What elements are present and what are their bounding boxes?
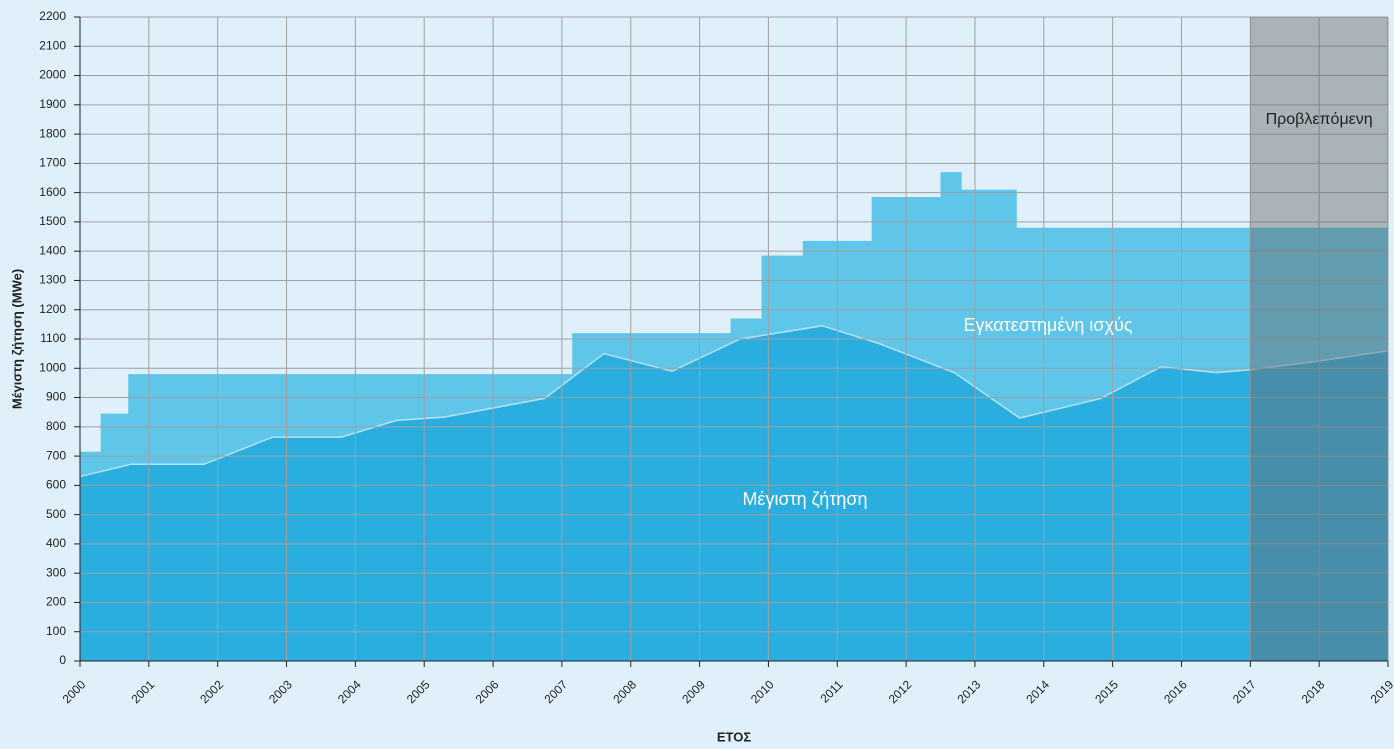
y-tick-label: 600 bbox=[46, 478, 66, 492]
x-tick-label: 2011 bbox=[817, 677, 845, 705]
y-tick-label: 1600 bbox=[39, 185, 66, 199]
x-axis-label: ΕΤΟΣ bbox=[717, 729, 751, 744]
x-tick-label: 2005 bbox=[404, 677, 433, 706]
y-tick-label: 200 bbox=[46, 595, 66, 609]
y-tick-label: 1200 bbox=[39, 302, 66, 316]
x-tick-label: 2007 bbox=[541, 677, 570, 706]
forecast-label: Προβλεπόμενη bbox=[1266, 111, 1373, 128]
area-label: Εγκατεστημένη ισχύς bbox=[963, 315, 1132, 335]
y-axis-label: Μέγιστη ζήτηση (MWe) bbox=[9, 269, 24, 409]
demand-area bbox=[80, 325, 1388, 661]
y-tick-label: 1400 bbox=[39, 243, 66, 257]
y-tick-label: 300 bbox=[46, 565, 66, 579]
y-tick-label: 2100 bbox=[39, 38, 66, 52]
y-tick-label: 2200 bbox=[39, 9, 66, 23]
x-tick-label: 2003 bbox=[266, 677, 295, 706]
y-tick-label: 500 bbox=[46, 507, 66, 521]
y-tick-label: 1000 bbox=[39, 360, 66, 374]
x-tick-label: 2017 bbox=[1230, 677, 1259, 706]
x-tick-label: 2016 bbox=[1161, 677, 1190, 706]
y-tick-label: 400 bbox=[46, 536, 66, 550]
x-tick-label: 2001 bbox=[128, 677, 157, 706]
y-tick-label: 900 bbox=[46, 390, 66, 404]
forecast-region bbox=[1250, 17, 1388, 661]
x-tick-label: 2015 bbox=[1092, 677, 1121, 706]
x-tick-label: 2009 bbox=[679, 677, 708, 706]
y-tick-label: 700 bbox=[46, 448, 66, 462]
y-tick-label: 1800 bbox=[39, 126, 66, 140]
x-tick-label: 2004 bbox=[335, 677, 364, 706]
x-tick-label: 2019 bbox=[1368, 677, 1394, 706]
x-tick-label: 2000 bbox=[60, 677, 89, 706]
x-tick-label: 2013 bbox=[955, 677, 984, 706]
x-tick-label: 2002 bbox=[197, 677, 226, 706]
area-label: Μέγιστη ζήτηση bbox=[742, 489, 867, 509]
x-tick-label: 2018 bbox=[1299, 677, 1328, 706]
x-tick-label: 2008 bbox=[610, 677, 639, 706]
x-tick-label: 2010 bbox=[748, 677, 777, 706]
x-tick-label: 2006 bbox=[473, 677, 502, 706]
x-tick-label: 2014 bbox=[1023, 677, 1052, 706]
y-tick-label: 1100 bbox=[40, 331, 66, 345]
y-tick-label: 800 bbox=[46, 419, 66, 433]
x-tick-label: 2012 bbox=[886, 677, 915, 706]
y-tick-label: 2000 bbox=[39, 68, 66, 82]
y-tick-label: 1300 bbox=[39, 273, 66, 287]
y-tick-label: 0 bbox=[59, 653, 66, 667]
y-tick-label: 100 bbox=[46, 624, 66, 638]
y-tick-label: 1900 bbox=[39, 97, 66, 111]
y-tick-label: 1500 bbox=[39, 214, 66, 228]
y-tick-label: 1700 bbox=[39, 156, 66, 170]
